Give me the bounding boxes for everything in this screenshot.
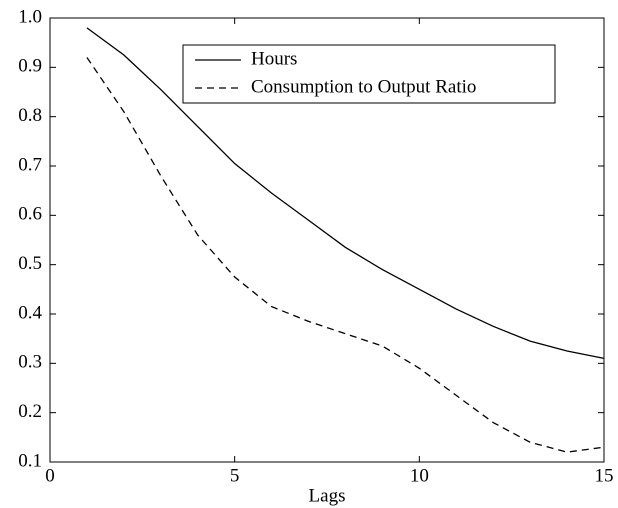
y-tick-label: 0.3: [18, 352, 42, 373]
y-tick-label: 0.5: [18, 253, 42, 274]
legend-box: [182, 44, 556, 104]
y-tick-label: 0.6: [18, 204, 42, 225]
x-tick-label: 0: [45, 465, 55, 486]
plot-frame: [49, 17, 605, 463]
line-series: [86, 57, 605, 453]
y-tick-label: 0.2: [18, 401, 42, 422]
y-tick-label: 1.0: [18, 6, 42, 27]
x-tick-label: 10: [410, 465, 429, 486]
y-tick-label: 0.4: [18, 302, 42, 323]
x-tick-label: 5: [230, 465, 240, 486]
line-series: [86, 27, 605, 360]
legend-label: Hours: [251, 48, 297, 69]
y-tick-label: 0.8: [18, 105, 42, 126]
legend-label: Consumption to Output Ratio: [251, 76, 476, 97]
y-tick-label: 0.7: [18, 154, 42, 175]
y-tick-label: 0.1: [18, 450, 42, 471]
x-axis-label: Lags: [309, 485, 346, 506]
x-tick-label: 15: [595, 465, 614, 486]
y-tick-label: 0.9: [18, 56, 42, 77]
